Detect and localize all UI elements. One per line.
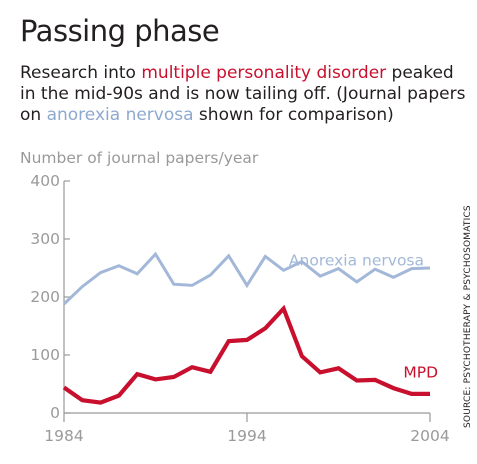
subtitle-text-2: peaked in the mid-90s and is now tailing… xyxy=(20,63,466,125)
y-axis-label: Number of journal papers/year xyxy=(20,149,259,167)
y-tick-label: 400 xyxy=(30,172,60,190)
chart-series xyxy=(62,251,431,405)
chart-axes: 0 100 200 300 400 1984 1994 2004 xyxy=(30,172,449,445)
y-tick-label: 0 xyxy=(50,404,60,422)
series-line-anorexia xyxy=(62,251,431,306)
subtitle-text-3: shown for comparison) xyxy=(193,105,394,125)
subtitle-text-1: Research into xyxy=(20,63,142,83)
subtitle-highlight-anorexia: anorexia nervosa xyxy=(46,105,194,125)
chart-subtitle: Research into multiple personality disor… xyxy=(20,63,470,126)
series-line-mpd xyxy=(62,304,430,405)
y-tick-label: 200 xyxy=(30,288,60,306)
y-tick-label: 300 xyxy=(30,230,60,248)
series-label-mpd: MPD xyxy=(403,363,438,381)
source-credit: SOURCE: PSYCHOTHERAPY & PSYCHOSOMATICS xyxy=(463,205,473,428)
x-tick-label: 1994 xyxy=(227,427,266,445)
subtitle-highlight-mpd: multiple personality disorder xyxy=(141,63,387,83)
x-tick-label: 1984 xyxy=(44,427,83,445)
series-label-anorexia: Anorexia nervosa xyxy=(289,251,424,269)
chart-title: Passing phase xyxy=(20,14,220,48)
y-tick-label: 100 xyxy=(30,346,60,364)
x-tick-label: 2004 xyxy=(410,427,449,445)
